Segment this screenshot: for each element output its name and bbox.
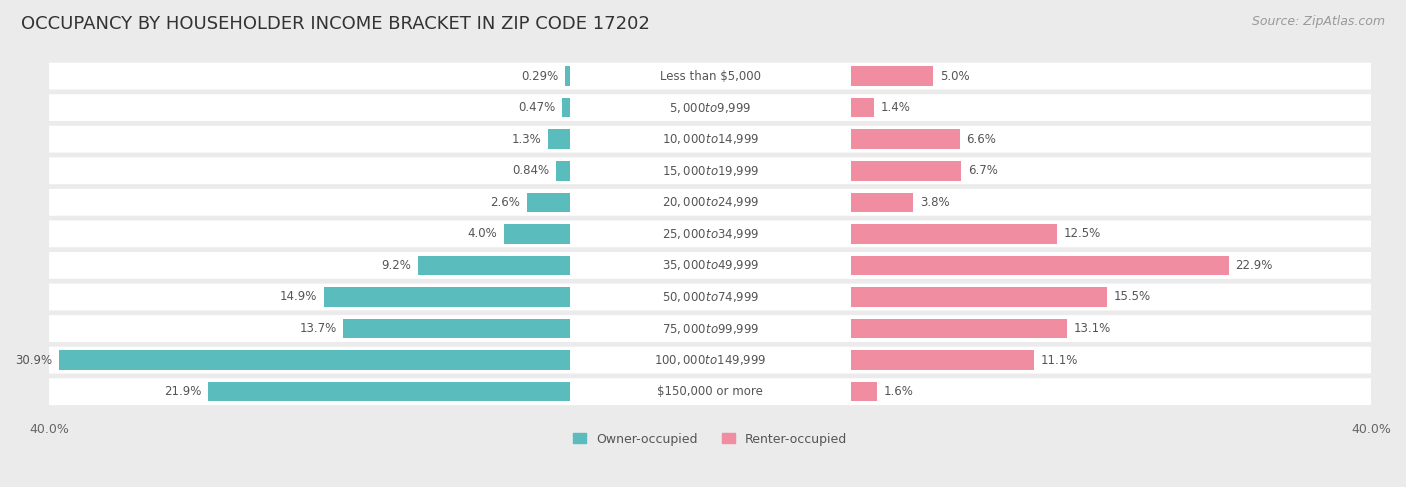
Text: $50,000 to $74,999: $50,000 to $74,999 (661, 290, 759, 304)
Text: 4.0%: 4.0% (467, 227, 498, 241)
Text: 15.5%: 15.5% (1114, 290, 1150, 303)
Bar (851, 350, 1033, 370)
Bar (851, 161, 962, 181)
Text: $25,000 to $34,999: $25,000 to $34,999 (661, 227, 759, 241)
FancyBboxPatch shape (49, 283, 1371, 310)
Text: 14.9%: 14.9% (280, 290, 316, 303)
Bar (851, 66, 934, 86)
FancyBboxPatch shape (49, 126, 1371, 152)
Text: 0.47%: 0.47% (519, 101, 555, 114)
Bar (851, 224, 1057, 244)
Text: 13.7%: 13.7% (299, 322, 337, 335)
Text: 11.1%: 11.1% (1040, 354, 1078, 367)
Bar (343, 319, 569, 338)
Text: $10,000 to $14,999: $10,000 to $14,999 (661, 132, 759, 146)
Text: 13.1%: 13.1% (1074, 322, 1111, 335)
Text: 6.7%: 6.7% (967, 164, 998, 177)
Text: $5,000 to $9,999: $5,000 to $9,999 (669, 101, 751, 114)
Text: $35,000 to $49,999: $35,000 to $49,999 (661, 259, 759, 272)
Legend: Owner-occupied, Renter-occupied: Owner-occupied, Renter-occupied (568, 428, 852, 450)
Text: 12.5%: 12.5% (1064, 227, 1101, 241)
FancyBboxPatch shape (49, 221, 1371, 247)
Text: OCCUPANCY BY HOUSEHOLDER INCOME BRACKET IN ZIP CODE 17202: OCCUPANCY BY HOUSEHOLDER INCOME BRACKET … (21, 15, 650, 33)
Bar (562, 98, 569, 117)
Text: 5.0%: 5.0% (939, 70, 970, 83)
Text: 1.3%: 1.3% (512, 132, 541, 146)
Bar (418, 256, 569, 275)
Text: Source: ZipAtlas.com: Source: ZipAtlas.com (1251, 15, 1385, 28)
Text: 1.6%: 1.6% (884, 385, 914, 398)
Bar (555, 161, 569, 181)
FancyBboxPatch shape (49, 63, 1371, 90)
Text: $15,000 to $19,999: $15,000 to $19,999 (661, 164, 759, 178)
Text: 0.29%: 0.29% (522, 70, 558, 83)
Bar (851, 130, 960, 149)
Bar (323, 287, 569, 307)
Text: $100,000 to $149,999: $100,000 to $149,999 (654, 353, 766, 367)
Bar (548, 130, 569, 149)
FancyBboxPatch shape (49, 157, 1371, 184)
Bar (851, 256, 1229, 275)
Text: 1.4%: 1.4% (880, 101, 910, 114)
Text: $75,000 to $99,999: $75,000 to $99,999 (661, 321, 759, 336)
Text: Less than $5,000: Less than $5,000 (659, 70, 761, 83)
FancyBboxPatch shape (49, 378, 1371, 405)
FancyBboxPatch shape (49, 189, 1371, 216)
Text: 9.2%: 9.2% (381, 259, 411, 272)
Text: $20,000 to $24,999: $20,000 to $24,999 (661, 195, 759, 209)
FancyBboxPatch shape (49, 94, 1371, 121)
Bar (503, 224, 569, 244)
Text: 22.9%: 22.9% (1236, 259, 1272, 272)
FancyBboxPatch shape (49, 252, 1371, 279)
Bar (851, 287, 1107, 307)
Bar (527, 192, 569, 212)
Text: 6.6%: 6.6% (966, 132, 997, 146)
Bar (59, 350, 569, 370)
Bar (565, 66, 569, 86)
Bar (208, 382, 569, 401)
Text: $150,000 or more: $150,000 or more (657, 385, 763, 398)
Bar (851, 382, 877, 401)
Text: 30.9%: 30.9% (15, 354, 52, 367)
Bar (851, 192, 914, 212)
Text: 2.6%: 2.6% (491, 196, 520, 209)
FancyBboxPatch shape (49, 347, 1371, 374)
Bar (851, 98, 873, 117)
Text: 0.84%: 0.84% (512, 164, 550, 177)
Text: 3.8%: 3.8% (920, 196, 949, 209)
Text: 21.9%: 21.9% (165, 385, 201, 398)
Bar (851, 319, 1067, 338)
FancyBboxPatch shape (49, 315, 1371, 342)
